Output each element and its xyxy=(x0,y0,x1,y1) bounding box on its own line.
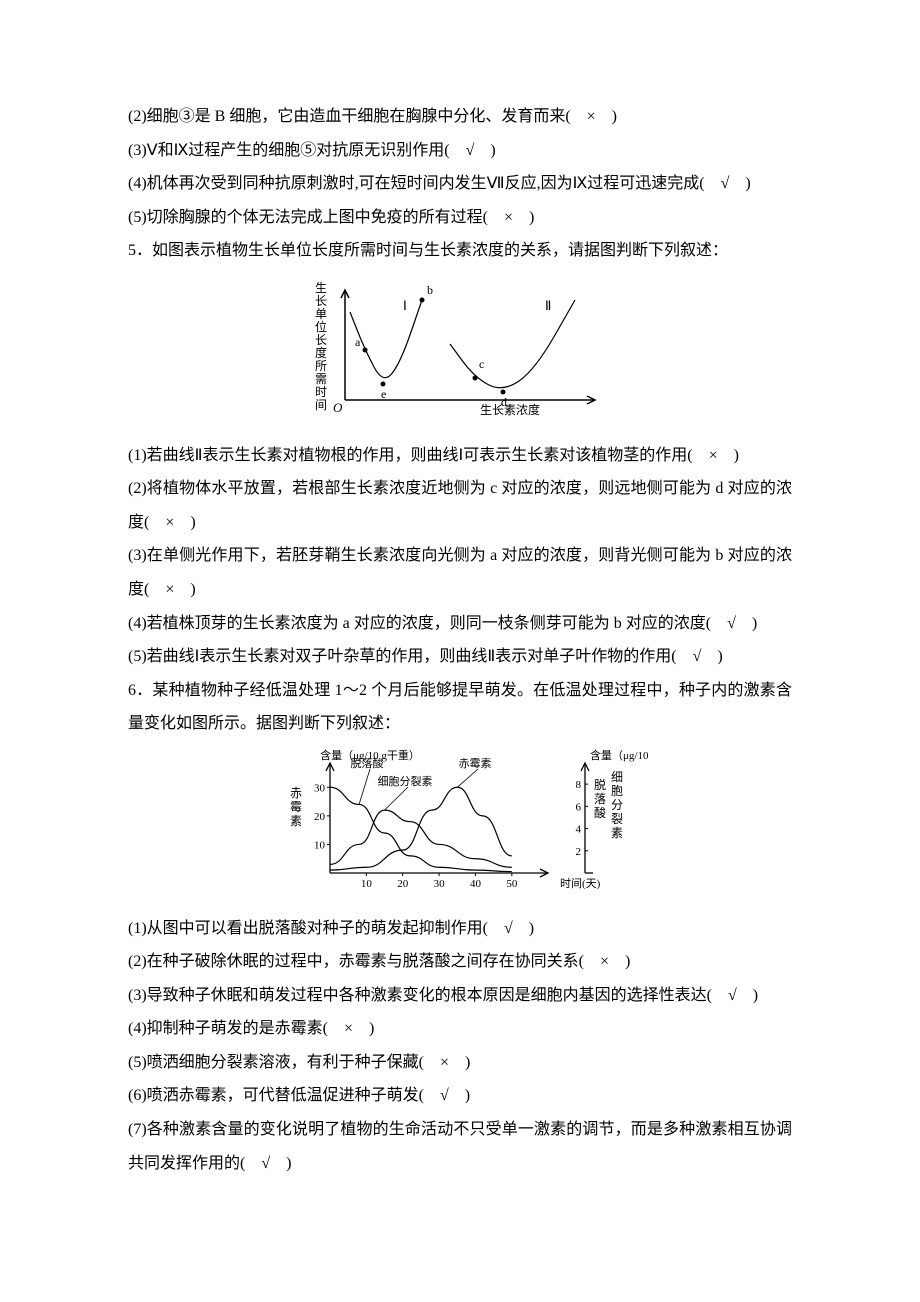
q6-item-3: (3)导致种子休眠和萌发过程中各种激素变化的根本原因是细胞内基因的选择性表达( … xyxy=(128,979,792,1013)
svg-text:b: b xyxy=(427,283,433,297)
svg-text:2: 2 xyxy=(576,846,582,858)
svg-text:30: 30 xyxy=(434,878,446,890)
q6-items: (1)从图中可以看出脱落酸对种子的萌发起抑制作用( √ )(2)在种子破除休眠的… xyxy=(128,912,792,1181)
svg-text:生: 生 xyxy=(315,281,327,295)
svg-text:a: a xyxy=(355,335,361,349)
q5-item-5: (5)若曲线Ⅰ表示生长素对双子叶杂草的作用，则曲线Ⅱ表示对单子叶作物的作用( √… xyxy=(128,640,792,674)
svg-text:细胞分裂素: 细胞分裂素 xyxy=(378,775,433,788)
q5-item-3: (3)在单侧光作用下，若胚芽鞘生长素浓度向光侧为 a 对应的浓度，则背光侧可能为… xyxy=(128,539,792,606)
svg-text:20: 20 xyxy=(314,811,326,823)
q6-chart: 含量（μg/10 g干重）含量（μg/10 g干重）10203024681020… xyxy=(270,745,650,895)
svg-text:时间(天): 时间(天) xyxy=(560,877,601,890)
svg-text:素: 素 xyxy=(611,826,623,840)
svg-text:素: 素 xyxy=(290,814,302,828)
svg-text:20: 20 xyxy=(397,878,409,890)
svg-text:c: c xyxy=(479,357,484,371)
svg-text:30: 30 xyxy=(314,782,326,794)
q6-item-2: (2)在种子破除休眠的过程中，赤霉素与脱落酸之间存在协同关系( × ) xyxy=(128,945,792,979)
q4-items: (2)细胞③是 B 细胞，它由造血干细胞在胸腺中分化、发育而来( × )(3)Ⅴ… xyxy=(128,100,792,234)
q6-item-7: (7)各种激素含量的变化说明了植物的生命活动不只受单一激素的调节，而是多种激素相… xyxy=(128,1113,792,1180)
q5-item-1: (1)若曲线Ⅱ表示生长素对植物根的作用，则曲线Ⅰ可表示生长素对该植物茎的作用( … xyxy=(128,439,792,473)
svg-text:50: 50 xyxy=(506,878,518,890)
q6-item-1: (1)从图中可以看出脱落酸对种子的萌发起抑制作用( √ ) xyxy=(128,912,792,946)
svg-text:生长素浓度: 生长素浓度 xyxy=(480,402,540,417)
svg-text:长: 长 xyxy=(315,333,327,347)
svg-text:d: d xyxy=(501,395,507,409)
q6-figure: 含量（μg/10 g干重）含量（μg/10 g干重）10203024681020… xyxy=(128,745,792,908)
q6-item-4: (4)抑制种子萌发的是赤霉素( × ) xyxy=(128,1012,792,1046)
svg-text:O: O xyxy=(333,400,343,415)
q5-chart: O生长单位长度所需时间生长素浓度ⅠⅡabecd xyxy=(295,272,625,422)
svg-text:脱: 脱 xyxy=(594,777,606,792)
svg-text:4: 4 xyxy=(576,823,582,835)
svg-text:长: 长 xyxy=(315,294,327,308)
svg-text:Ⅰ: Ⅰ xyxy=(403,298,407,313)
svg-text:间: 间 xyxy=(315,398,327,412)
svg-text:含量（μg/10 g干重）: 含量（μg/10 g干重） xyxy=(590,748,650,762)
q4-item-4: (5)切除胸腺的个体无法完成上图中免疫的所有过程( × ) xyxy=(128,201,792,235)
q5-item-4: (4)若植株顶芽的生长素浓度为 a 对应的浓度，则同一枝条侧芽可能为 b 对应的… xyxy=(128,607,792,641)
svg-text:e: e xyxy=(381,387,386,401)
q4-item-1: (2)细胞③是 B 细胞，它由造血干细胞在胸腺中分化、发育而来( × ) xyxy=(128,100,792,134)
svg-text:细: 细 xyxy=(611,770,623,784)
svg-text:Ⅱ: Ⅱ xyxy=(545,298,551,313)
svg-text:酸: 酸 xyxy=(594,805,606,820)
q4-item-3: (4)机体再次受到同种抗原刺激时,可在短时间内发生Ⅶ反应,因为Ⅸ过程可迅速完成(… xyxy=(128,167,792,201)
q6-stem: 6．某种植物种子经低温处理 1～2 个月后能够提早萌发。在低温处理过程中，种子内… xyxy=(128,674,792,741)
q4-item-2: (3)Ⅴ和Ⅸ过程产生的细胞⑤对抗原无识别作用( √ ) xyxy=(128,134,792,168)
svg-text:40: 40 xyxy=(470,878,482,890)
svg-text:胞: 胞 xyxy=(611,784,623,798)
q5-items: (1)若曲线Ⅱ表示生长素对植物根的作用，则曲线Ⅰ可表示生长素对该植物茎的作用( … xyxy=(128,439,792,674)
q6-item-5: (5)喷洒细胞分裂素溶液，有利于种子保藏( × ) xyxy=(128,1046,792,1080)
svg-text:6: 6 xyxy=(576,801,582,813)
svg-text:落: 落 xyxy=(594,792,606,806)
q6-item-6: (6)喷洒赤霉素，可代替低温促进种子萌发( √ ) xyxy=(128,1079,792,1113)
svg-text:需: 需 xyxy=(315,372,327,386)
q5-item-2: (2)将植物体水平放置，若根部生长素浓度近地侧为 c 对应的浓度，则远地侧可能为… xyxy=(128,472,792,539)
svg-text:霉: 霉 xyxy=(290,800,302,814)
svg-text:单: 单 xyxy=(315,307,327,321)
svg-text:8: 8 xyxy=(576,779,582,791)
svg-text:分: 分 xyxy=(611,798,623,812)
svg-text:度: 度 xyxy=(315,345,327,360)
svg-text:时: 时 xyxy=(315,385,327,399)
q5-figure: O生长单位长度所需时间生长素浓度ⅠⅡabecd xyxy=(128,272,792,435)
svg-text:赤: 赤 xyxy=(290,786,302,800)
svg-text:10: 10 xyxy=(361,878,373,890)
q5-stem: 5．如图表示植物生长单位长度所需时间与生长素浓度的关系，请据图判断下列叙述： xyxy=(128,234,792,268)
svg-text:位: 位 xyxy=(315,319,327,334)
svg-text:10: 10 xyxy=(314,839,326,851)
svg-text:脱落酸: 脱落酸 xyxy=(351,756,384,770)
svg-text:赤霉素: 赤霉素 xyxy=(459,757,492,770)
svg-text:所: 所 xyxy=(315,359,327,373)
svg-text:裂: 裂 xyxy=(611,812,623,826)
